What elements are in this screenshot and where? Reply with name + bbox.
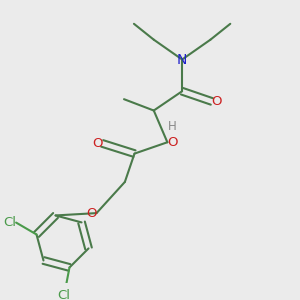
Text: N: N: [177, 52, 187, 67]
Text: O: O: [92, 137, 102, 150]
Text: O: O: [212, 95, 222, 108]
Text: O: O: [86, 207, 97, 220]
Text: H: H: [168, 121, 177, 134]
Text: Cl: Cl: [57, 289, 70, 300]
Text: Cl: Cl: [3, 216, 16, 229]
Text: O: O: [167, 136, 178, 149]
